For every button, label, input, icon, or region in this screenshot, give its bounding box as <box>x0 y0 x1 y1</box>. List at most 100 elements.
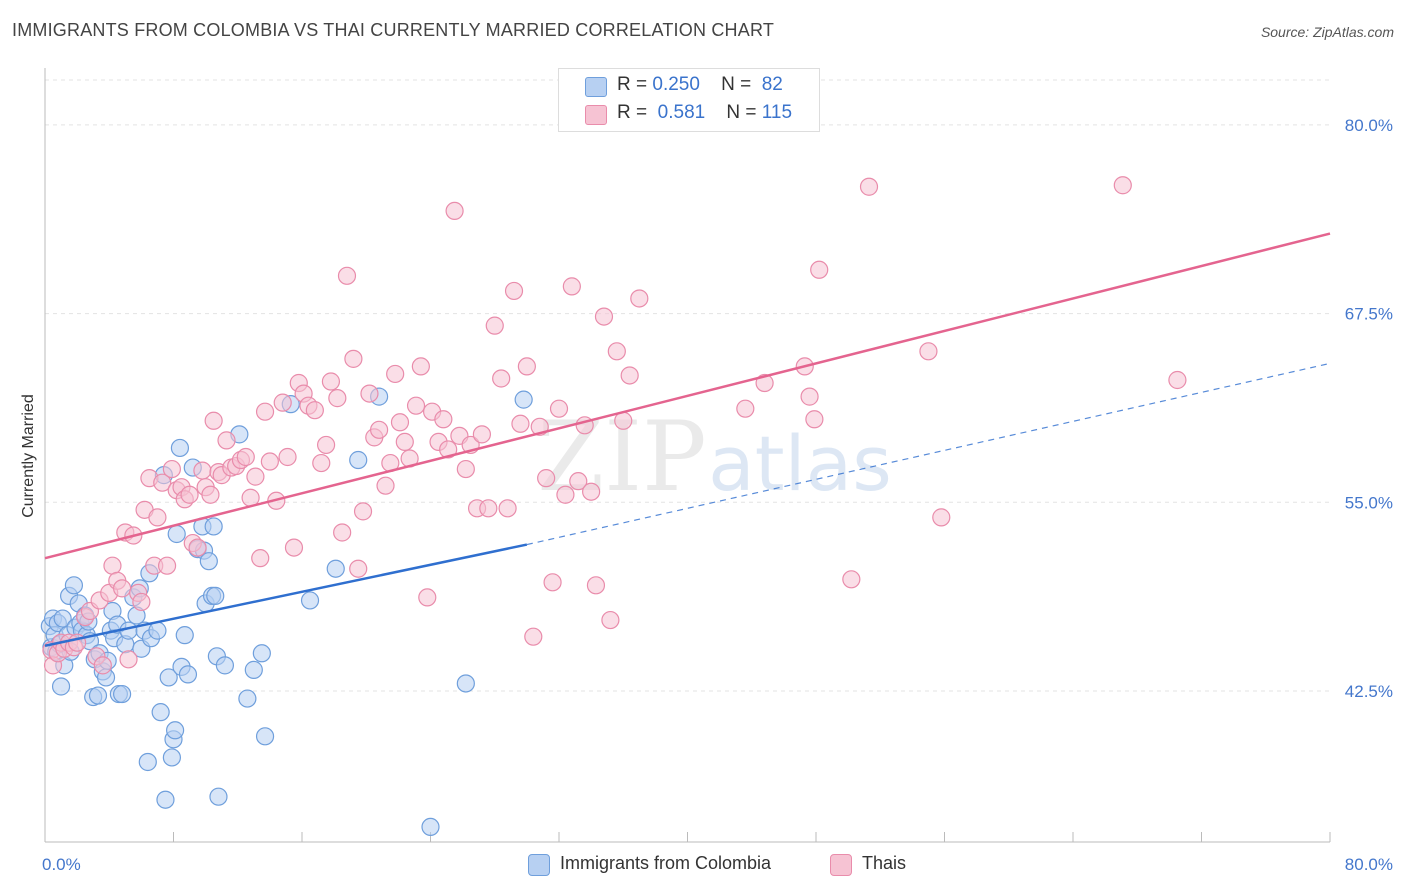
point-thais <box>859 177 879 196</box>
point-thais <box>456 459 475 479</box>
point-thais <box>1168 370 1187 390</box>
point-thais <box>586 576 606 595</box>
point-colombia <box>244 660 263 679</box>
point-colombia <box>326 559 345 578</box>
legend-n-value-colombia: 82 <box>761 74 783 95</box>
series-legend: Immigrants from Colombia Thais <box>0 852 1406 878</box>
point-thais <box>479 499 498 518</box>
point-thais <box>736 399 755 418</box>
legend-r-label: R = <box>617 74 648 95</box>
point-thais <box>594 307 614 326</box>
point-thais <box>153 473 172 492</box>
point-colombia <box>162 748 181 767</box>
point-colombia <box>88 686 108 705</box>
point-thais <box>112 579 132 598</box>
point-thais <box>180 485 199 504</box>
point-thais <box>800 387 819 406</box>
point-colombia <box>178 665 198 684</box>
y-tick-label: 42.5% <box>1345 682 1393 701</box>
point-thais <box>370 420 389 439</box>
trend-line-colombia-extension <box>526 362 1331 546</box>
point-colombia <box>255 727 275 746</box>
point-colombia <box>238 689 257 708</box>
point-thais <box>543 573 562 592</box>
point-thais <box>406 396 426 415</box>
point-thais <box>360 384 379 403</box>
point-colombia <box>148 621 167 640</box>
correlation-legend: R = 0.250 N = 82 R = 0.581 N = 115 <box>558 68 820 132</box>
point-thais <box>630 289 649 308</box>
point-colombia <box>206 586 225 606</box>
point-thais <box>193 461 212 480</box>
point-colombia <box>215 656 234 675</box>
point-colombia <box>138 752 157 772</box>
point-thais <box>316 435 336 455</box>
point-colombia <box>53 609 72 628</box>
point-thais <box>204 411 223 430</box>
point-colombia <box>252 644 271 663</box>
point-thais <box>273 393 292 412</box>
point-colombia <box>156 790 175 809</box>
point-colombia <box>170 438 190 458</box>
point-thais <box>344 349 363 368</box>
point-thais <box>810 260 829 279</box>
point-thais <box>376 476 395 495</box>
point-thais <box>418 588 437 607</box>
point-thais <box>932 508 951 527</box>
point-colombia <box>421 817 440 837</box>
y-tick-labels: 42.5% 55.0% 67.5% 80.0% <box>1345 116 1393 701</box>
legend-n-value-thais: 115 <box>761 102 793 123</box>
trend-line-thais <box>44 232 1331 560</box>
point-thais <box>620 366 639 385</box>
point-colombia <box>159 668 178 687</box>
point-colombia <box>199 552 218 571</box>
point-thais <box>556 485 575 504</box>
point-thais <box>601 610 620 630</box>
legend-swatch-thais <box>585 105 607 125</box>
grid-lines <box>45 79 1330 692</box>
point-thais <box>445 201 464 221</box>
point-thais <box>517 357 536 376</box>
point-thais <box>201 485 220 504</box>
chart-source: Source: ZipAtlas.com <box>1260 24 1394 40</box>
y-tick-label: 55.0% <box>1345 493 1393 512</box>
point-thais <box>333 523 352 542</box>
point-thais <box>1113 176 1132 195</box>
point-thais <box>805 410 824 429</box>
y-tick-label: 80.0% <box>1345 116 1393 135</box>
point-thais <box>349 559 368 578</box>
point-thais <box>569 472 588 491</box>
point-thais <box>395 432 414 452</box>
point-thais <box>312 453 331 473</box>
point-thais <box>251 549 270 568</box>
legend-label-thais: Thais <box>862 853 907 873</box>
point-thais <box>549 399 569 418</box>
point-colombia <box>204 517 223 536</box>
chart-title: IMMIGRANTS FROM COLOMBIA VS THAI CURRENT… <box>12 20 775 40</box>
point-colombia <box>456 674 475 693</box>
point-colombia <box>167 524 186 544</box>
point-thais <box>498 499 517 518</box>
point-thais <box>434 410 453 429</box>
point-thais <box>188 538 207 557</box>
point-colombia <box>514 390 533 409</box>
point-colombia <box>209 787 228 806</box>
point-thais <box>246 467 265 486</box>
point-thais <box>439 440 458 459</box>
watermark-atlas: atlas <box>708 419 892 508</box>
point-thais <box>842 570 861 589</box>
y-tick-label: 67.5% <box>1345 305 1393 324</box>
point-colombia <box>166 721 185 740</box>
legend-swatch-colombia <box>528 854 550 876</box>
point-thais <box>148 508 167 527</box>
legend-swatch-colombia <box>585 77 607 97</box>
legend-n-label: N = <box>726 102 757 123</box>
point-thais <box>472 425 491 444</box>
point-thais <box>132 592 151 612</box>
point-thais <box>157 556 177 575</box>
point-thais <box>278 447 297 467</box>
point-colombia <box>64 576 84 595</box>
point-thais <box>485 316 504 335</box>
point-thais <box>353 502 373 521</box>
